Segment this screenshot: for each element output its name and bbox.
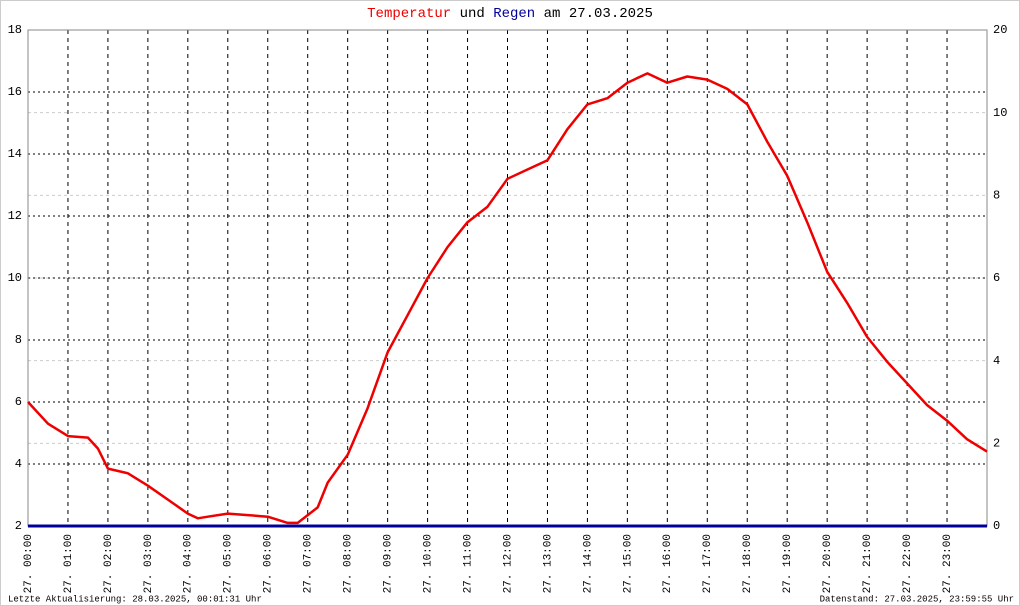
x-tick-label: 27. 04:00 <box>183 534 195 593</box>
title-temp: Temperatur <box>367 6 451 22</box>
x-tick-label: 27. 01:00 <box>63 534 75 593</box>
y2-tick-label: 0 <box>993 519 1000 533</box>
y-tick-label: 12 <box>8 209 22 223</box>
y2-tick-label: 4 <box>993 354 1000 368</box>
chart-title: Temperatur und Regen am 27.03.2025 <box>367 6 653 22</box>
x-tick-label: 27. 10:00 <box>422 534 434 593</box>
x-tick-label: 27. 14:00 <box>582 534 594 593</box>
title-rain: Regen <box>493 6 535 22</box>
title-connector: und <box>460 6 485 22</box>
y2-tick-label: 6 <box>993 271 1000 285</box>
x-tick-label: 27. 07:00 <box>303 534 315 593</box>
x-tick-label: 27. 06:00 <box>263 534 275 593</box>
x-tick-label: 27. 19:00 <box>782 534 794 593</box>
y-tick-label: 16 <box>8 85 22 99</box>
y-tick-label: 8 <box>15 333 22 347</box>
x-tick-label: 27. 00:00 <box>23 534 35 593</box>
x-tick-label: 27. 11:00 <box>462 534 474 593</box>
y-tick-label: 4 <box>15 457 22 471</box>
x-tick-label: 27. 20:00 <box>822 534 834 593</box>
x-tick-label: 27. 12:00 <box>502 534 514 593</box>
x-tick-label: 27. 02:00 <box>103 534 115 593</box>
x-tick-label: 27. 08:00 <box>343 534 355 593</box>
y-tick-label: 2 <box>15 519 22 533</box>
x-tick-label: 27. 23:00 <box>942 534 954 593</box>
y-tick-label: 14 <box>8 147 22 161</box>
footer-right: Datenstand: 27.03.2025, 23:59:55 Uhr <box>820 594 1014 604</box>
x-tick-label: 27. 18:00 <box>742 534 754 593</box>
x-tick-label: 27. 21:00 <box>862 534 874 593</box>
y2-tick-label: 2 <box>993 437 1000 451</box>
y2-tick-label: 20 <box>993 23 1007 37</box>
y-tick-label: 10 <box>8 271 22 285</box>
y-tick-label: 6 <box>15 395 22 409</box>
footer-left: Letzte Aktualisierung: 28.03.2025, 00:01… <box>8 594 262 604</box>
y2-tick-label: 10 <box>993 106 1007 120</box>
x-tick-label: 27. 22:00 <box>902 534 914 593</box>
y-tick-label: 18 <box>8 23 22 37</box>
x-tick-label: 27. 13:00 <box>542 534 554 593</box>
y2-tick-label: 8 <box>993 189 1000 203</box>
x-tick-label: 27. 15:00 <box>622 534 634 593</box>
x-tick-label: 27. 09:00 <box>383 534 395 593</box>
x-tick-label: 27. 05:00 <box>223 534 235 593</box>
x-tick-label: 27. 17:00 <box>702 534 714 593</box>
title-suffix: am 27.03.2025 <box>544 6 653 22</box>
x-tick-label: 27. 03:00 <box>143 534 155 593</box>
x-tick-label: 27. 16:00 <box>662 534 674 593</box>
series-line <box>27 72 988 525</box>
